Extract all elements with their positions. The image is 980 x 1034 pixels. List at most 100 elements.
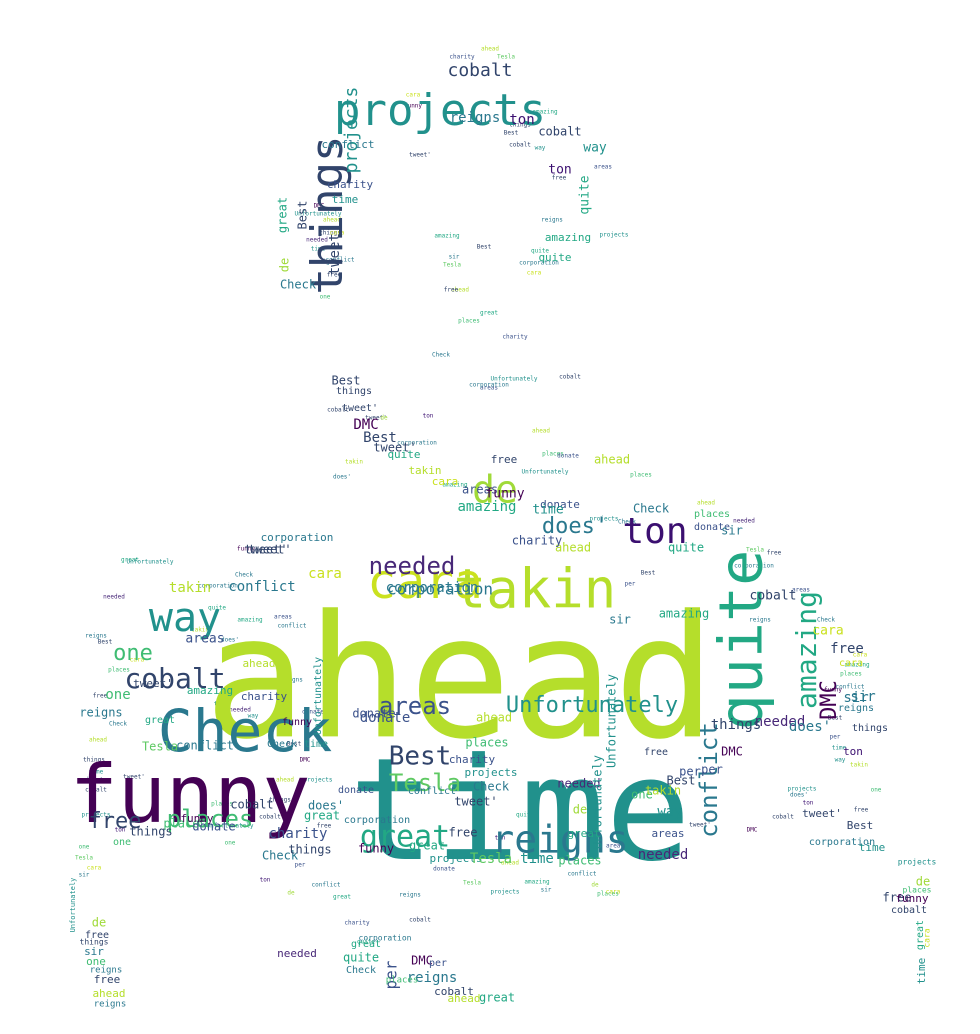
tiny-word-de: de [287, 890, 295, 897]
word-places: places [163, 817, 206, 831]
word-conflict: conflict [176, 739, 234, 753]
word-check: Check [473, 780, 510, 794]
word-tweet: tweet' [133, 677, 173, 690]
word-free: free [883, 891, 912, 905]
tiny-word-tesla: Tesla [497, 54, 515, 61]
tiny-word-ton: ton [260, 877, 271, 884]
tiny-word-way: way [248, 713, 259, 720]
word-great: great [915, 920, 926, 950]
tiny-word-ahead: ahead [481, 46, 499, 53]
word-time: time [349, 728, 691, 893]
tiny-word-reigns: reigns [281, 677, 303, 684]
tiny-word-ton: ton [115, 827, 126, 834]
tiny-word-takin: takin [345, 459, 363, 466]
word-places: places [558, 854, 601, 868]
tiny-word-sir: sir [541, 887, 552, 894]
word-projects: projects [465, 766, 518, 779]
word-great: great [479, 991, 515, 1005]
tiny-word-free: free [444, 287, 459, 294]
word-tesla: Tesla [389, 769, 461, 797]
word-places: places [465, 736, 508, 750]
word-amazing: amazing [457, 499, 516, 515]
tiny-word-check: Check [109, 721, 127, 728]
tiny-word-reigns: reigns [749, 617, 771, 624]
word-charity: charity [449, 753, 496, 766]
word-needed: needed [369, 552, 456, 580]
tiny-word-donate: donate [302, 709, 324, 716]
tiny-word-great: great [121, 557, 139, 564]
tiny-word-ahead: ahead [697, 500, 715, 507]
word-great: great [276, 197, 290, 233]
word-unfortunately: Unfortunately [591, 755, 605, 849]
tiny-word-amazing: amazing [844, 662, 870, 669]
word-time: time [520, 851, 554, 867]
tiny-word-things: things [269, 797, 291, 804]
word-cobalt: cobalt [750, 589, 797, 604]
word-tweet: tweet' [244, 543, 287, 557]
word-unfortunately: Unfortunately [605, 674, 619, 768]
word-best: Best [389, 742, 452, 772]
tiny-word-one: one [320, 294, 331, 301]
tiny-word-areas: areas [594, 164, 612, 171]
word-tweet: tweet' [802, 807, 842, 820]
word-reigns: reigns [94, 1000, 127, 1010]
tiny-word-corporation: corporation [469, 382, 509, 389]
tiny-word-great: great [333, 894, 351, 901]
word-tesla: Tesla [470, 851, 512, 867]
word-free: free [644, 747, 668, 758]
word-one: one [113, 641, 153, 666]
tiny-word-reigns: reigns [399, 892, 421, 899]
tiny-word-dmc: DMC [747, 827, 758, 834]
tiny-word-free: free [317, 823, 332, 830]
tiny-word-does: does' [790, 792, 808, 799]
word-projects: projects [898, 858, 937, 867]
tiny-word-places: places [108, 667, 130, 674]
word-dmc: DMC [411, 954, 433, 968]
tiny-word-projects: projects [600, 232, 629, 239]
tiny-word-unfortunately: Unfortunately [127, 559, 174, 566]
word-de: de [278, 258, 292, 272]
tiny-word-conflict: conflict [278, 623, 307, 630]
tiny-word-per: per [295, 862, 306, 869]
word-sir: sir [721, 524, 743, 538]
word-free: free [89, 809, 142, 834]
word-conflict: conflict [228, 579, 295, 595]
tiny-word-de: de [591, 882, 599, 889]
tiny-word-great: great [480, 310, 498, 317]
word-time: time [859, 841, 886, 854]
word-great: great [351, 939, 381, 950]
tiny-word-cobalt: cobalt [409, 917, 431, 924]
word-best: Best [667, 774, 696, 788]
tiny-word-one: one [380, 848, 391, 855]
word-ahead: ahead [476, 711, 512, 725]
tiny-word-conflict: conflict [836, 684, 865, 691]
word-things: things [711, 717, 762, 733]
word-reigns: reigns [838, 703, 874, 714]
word-time: time [332, 193, 359, 206]
word-time: time [915, 958, 928, 985]
tiny-word-ahead: ahead [451, 287, 469, 294]
word-does: does' [542, 514, 608, 539]
word-funny: funny [180, 812, 213, 825]
small-words-layer: charityaheadTeslacarafunnyamazingthingsB… [75, 46, 882, 946]
tiny-word-time: time [311, 246, 326, 253]
tiny-word-cobalt: cobalt [772, 814, 794, 821]
word-ahead: ahead [555, 541, 591, 555]
word-funny: funny [282, 717, 312, 728]
tiny-word-unfortunately: Unfortunately [491, 376, 538, 383]
tiny-word-needed: needed [733, 518, 755, 525]
word-corporation: corporation [359, 934, 412, 943]
word-cobalt: cobalt [434, 985, 474, 998]
tiny-word-one: one [225, 840, 236, 847]
word-quite: quite [707, 550, 777, 731]
word-places: places [386, 976, 419, 986]
word-things: things [302, 136, 353, 295]
tiny-word-places: places [458, 318, 480, 325]
word-ahead: ahead [447, 992, 480, 1005]
tiny-word-quite: quite [357, 939, 375, 946]
tiny-word-cara: cara [527, 270, 542, 277]
word-donate: donate [352, 707, 395, 721]
tiny-word-places: places [542, 451, 564, 458]
tiny-word-tweet: tweet' [689, 822, 711, 829]
tiny-word-reigns: reigns [541, 217, 563, 224]
